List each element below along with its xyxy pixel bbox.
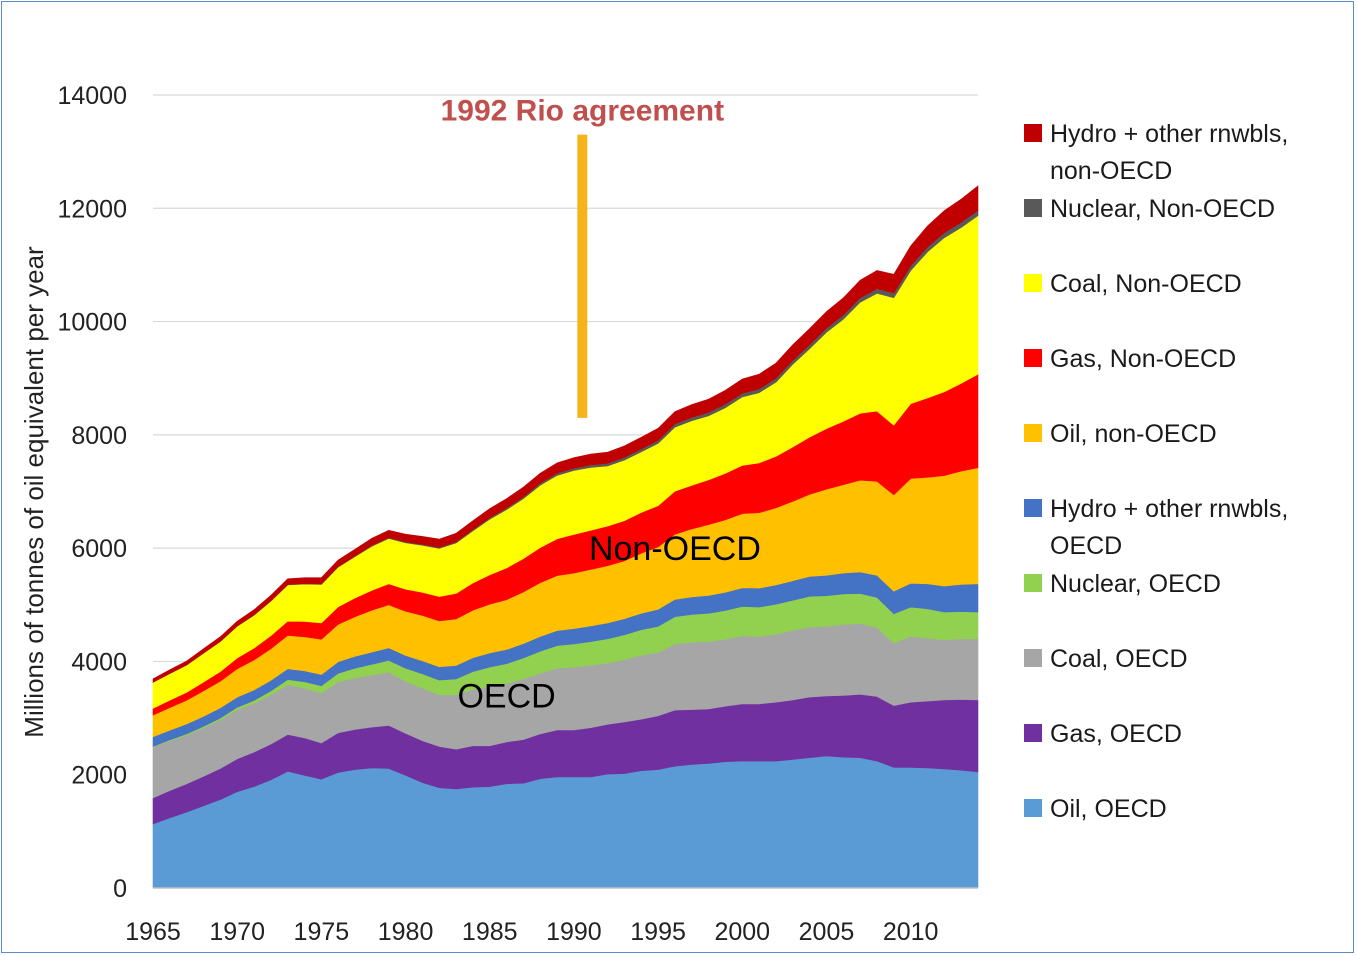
legend-swatch bbox=[1024, 499, 1042, 517]
legend-swatch bbox=[1024, 799, 1042, 817]
legend-swatch bbox=[1024, 124, 1042, 142]
y-tick-label: 14000 bbox=[57, 82, 127, 110]
non-oecd-region-label: Non-OECD bbox=[589, 530, 761, 568]
x-axis-ticks: 1965 1970 1975 1980 1985 1990 1995 2000 2005 2010 bbox=[125, 918, 938, 946]
oecd-region-label: OECD bbox=[457, 677, 555, 715]
x-tick-label: 1965 bbox=[125, 918, 181, 946]
legend-swatch bbox=[1024, 574, 1042, 592]
legend-label: Hydro + other rnwbls, bbox=[1050, 120, 1288, 148]
annotations: 1992 Rio agreement Non-OECD OECD bbox=[441, 95, 761, 716]
legend-label: Nuclear, Non-OECD bbox=[1050, 195, 1275, 223]
legend-swatch bbox=[1024, 724, 1042, 742]
y-tick-label: 10000 bbox=[57, 309, 127, 337]
legend-label: Oil, non-OECD bbox=[1050, 420, 1217, 448]
x-tick-label: 1985 bbox=[462, 918, 518, 946]
x-tick-label: 1975 bbox=[294, 918, 350, 946]
y-tick-label: 8000 bbox=[71, 422, 127, 450]
legend-label: non-OECD bbox=[1050, 157, 1172, 185]
x-tick-label: 1970 bbox=[209, 918, 265, 946]
x-tick-label: 1980 bbox=[378, 918, 434, 946]
legend-swatch bbox=[1024, 199, 1042, 217]
y-tick-label: 12000 bbox=[57, 195, 127, 223]
rio-marker-bar bbox=[577, 134, 588, 418]
x-tick-label: 2010 bbox=[883, 918, 939, 946]
legend-swatch bbox=[1024, 649, 1042, 667]
x-tick-label: 2005 bbox=[799, 918, 855, 946]
legend-label: Gas, Non-OECD bbox=[1050, 345, 1236, 373]
legend-label: Coal, OECD bbox=[1050, 645, 1188, 673]
y-tick-label: 2000 bbox=[71, 762, 127, 790]
legend-label: Coal, Non-OECD bbox=[1050, 270, 1242, 298]
area-hydro-other-rnwbls-non-oecd bbox=[152, 185, 979, 683]
area-series bbox=[152, 185, 979, 889]
x-tick-label: 1990 bbox=[546, 918, 602, 946]
y-tick-label: 6000 bbox=[71, 535, 127, 563]
x-tick-label: 2000 bbox=[714, 918, 770, 946]
legend-swatch bbox=[1024, 274, 1042, 292]
legend-label: Oil, OECD bbox=[1050, 795, 1167, 823]
y-axis-ticks: 0 2000 4000 6000 8000 10000 12000 14000 bbox=[57, 82, 127, 903]
y-axis-label: Millions of tonnes of oil equivalent per… bbox=[19, 246, 49, 738]
legend: Hydro + other rnwbls, non-OECD Nuclear, No… bbox=[1024, 120, 1288, 823]
rio-annotation-label: 1992 Rio agreement bbox=[441, 95, 724, 128]
legend-label: Hydro + other rnwbls, bbox=[1050, 495, 1288, 523]
legend-swatch bbox=[1024, 424, 1042, 442]
legend-label: Gas, OECD bbox=[1050, 720, 1182, 748]
legend-label: OECD bbox=[1050, 532, 1122, 560]
legend-swatch bbox=[1024, 349, 1042, 367]
y-tick-label: 0 bbox=[113, 875, 127, 903]
legend-label: Nuclear, OECD bbox=[1050, 570, 1221, 598]
x-tick-label: 1995 bbox=[630, 918, 686, 946]
y-tick-label: 4000 bbox=[71, 648, 127, 676]
